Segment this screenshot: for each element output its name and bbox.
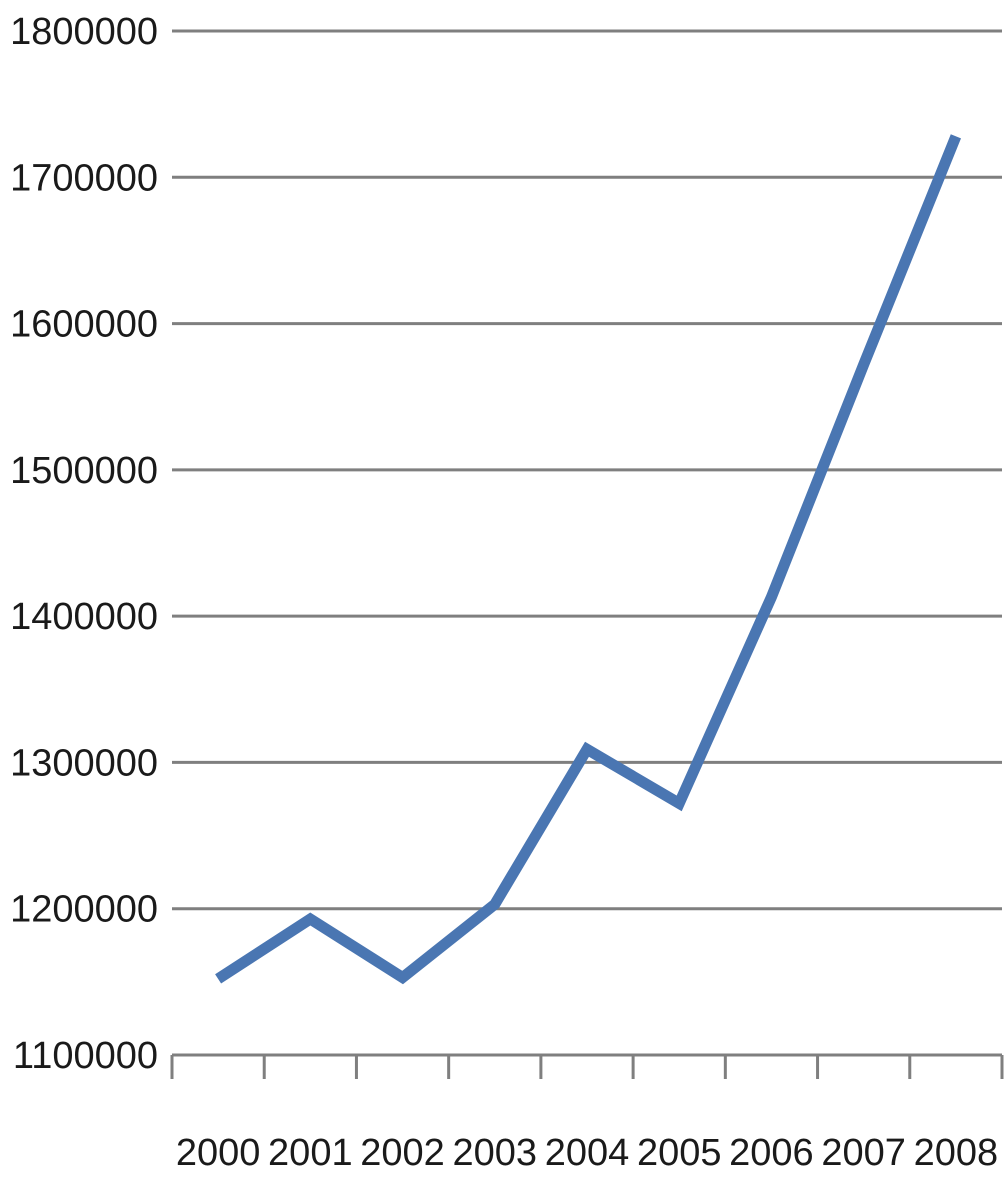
- y-tick-label: 1100000: [13, 1035, 158, 1077]
- x-tick-label: 2003: [453, 1132, 538, 1174]
- x-tick-label: 2000: [176, 1132, 261, 1174]
- x-tick-label: 2002: [360, 1132, 445, 1174]
- x-tick-label: 2008: [914, 1132, 999, 1174]
- x-tick-label: 2004: [545, 1132, 630, 1174]
- x-axis: [170, 1053, 1004, 1079]
- y-axis-tick-labels: 1100000 1200000 1300000 1400000 1500000 16000…: [10, 11, 158, 1077]
- y-tick-label: 1800000: [10, 11, 158, 53]
- y-tick-label: 1700000: [10, 157, 158, 199]
- x-tick-label: 2006: [729, 1132, 814, 1174]
- y-tick-label: 1500000: [10, 450, 158, 492]
- series-layer: [215, 134, 961, 985]
- x-tick-label: 2001: [268, 1132, 353, 1174]
- y-tick-label: 1600000: [10, 304, 158, 346]
- x-axis-tick-labels: 2000 2001 2002 2003 2004 2005 2006 2007 2008: [176, 1132, 998, 1174]
- series-line-0: [215, 134, 961, 985]
- gridlines: [172, 29, 1002, 911]
- y-tick-label: 1400000: [10, 596, 158, 638]
- x-tick-label: 2007: [821, 1132, 906, 1174]
- y-tick-label: 1200000: [10, 889, 158, 931]
- x-tick-label: 2005: [637, 1132, 722, 1174]
- y-tick-label: 1300000: [10, 742, 158, 784]
